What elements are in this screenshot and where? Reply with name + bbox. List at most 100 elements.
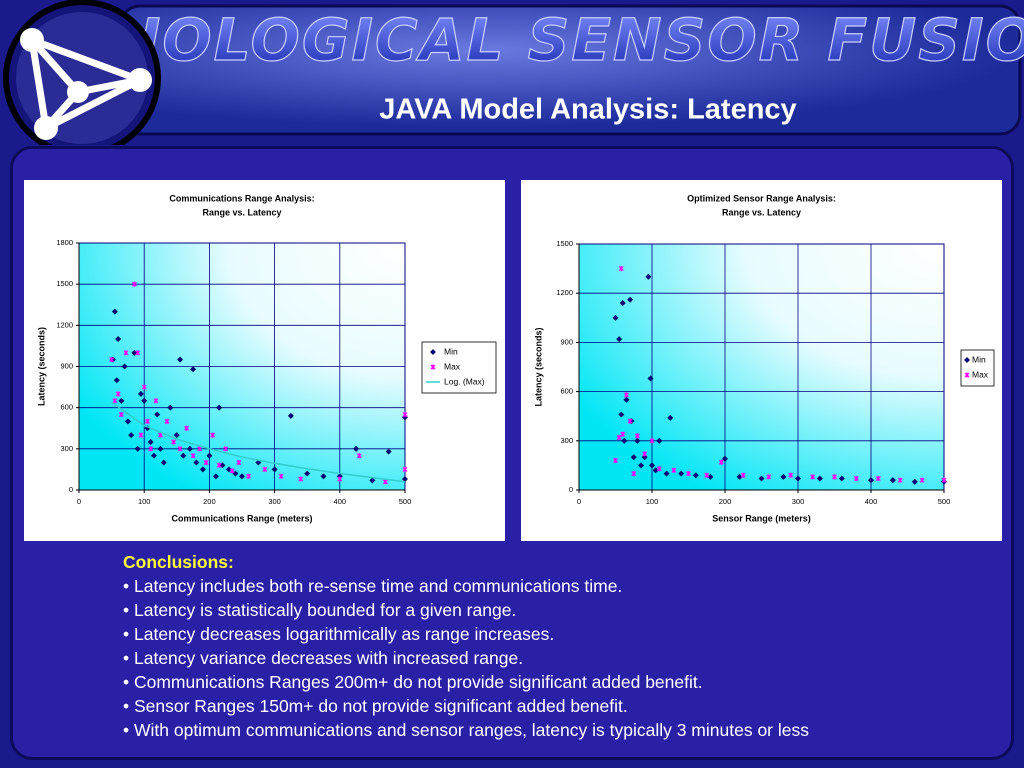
point [124,418,131,425]
y-tick-label: 0 [69,485,73,494]
point [203,460,209,466]
point [193,459,200,466]
point [262,466,268,472]
point [616,336,623,343]
point [137,390,144,397]
point [810,474,816,480]
point [634,437,641,444]
x-tick-label: 100 [138,497,151,506]
point [897,477,903,483]
point [356,453,362,459]
legend-swatch [964,372,970,378]
point [656,466,662,472]
slide-title: JAVA Model Analysis: Latency [379,94,796,126]
point [278,473,284,479]
point [718,459,724,465]
x-tick-label: 0 [577,497,581,506]
point [627,418,633,424]
legend-box [960,349,995,387]
point [177,356,184,363]
y-tick-label: 1200 [556,288,573,297]
point [212,473,219,480]
x-axis-label: Sensor Range (meters) [712,513,811,523]
point [304,470,311,477]
x-tick-label: 100 [646,497,659,506]
point [177,446,183,452]
point [385,448,392,455]
x-tick-label: 500 [938,497,951,506]
conclusion-bullet: • Latency is statistically bounded for a… [123,600,517,620]
y-tick-label: 300 [560,436,573,445]
point [382,479,388,485]
point [648,462,656,469]
point [721,455,729,462]
x-tick-label: 400 [865,497,878,506]
point [320,473,327,480]
point [402,466,408,472]
point [147,438,154,445]
y-tick-label: 600 [60,403,73,412]
point [867,477,875,484]
point [620,431,626,437]
point [656,437,663,444]
point [692,472,699,479]
point [623,392,629,398]
point [123,350,129,356]
point [889,477,896,484]
point [271,466,278,473]
point [630,454,637,461]
y-tick-label: 1800 [56,238,73,247]
point [337,476,343,482]
legend-label: Max [972,369,989,379]
point [186,445,193,452]
point [160,459,167,466]
point [138,432,144,438]
point [401,476,409,483]
conclusion-bullet: • Latency includes both re-sense time an… [123,576,623,596]
y-tick-label: 300 [60,444,73,453]
point [173,432,180,439]
point [941,477,947,483]
trend-line [111,401,406,483]
point [115,391,121,397]
point [135,350,141,356]
chart-title: Communications Range Analysis: [169,193,314,203]
point [153,398,159,404]
point [199,466,206,473]
conclusion-bullet: • Sensor Ranges 150m+ do not provide sig… [123,696,628,716]
conclusion-bullet: • Latency decreases logarithmically as r… [123,624,555,644]
point [131,281,137,287]
point [875,476,881,482]
point [663,470,670,477]
point [134,445,141,452]
point [402,412,408,418]
x-tick-label: 400 [334,497,347,506]
x-tick-label: 200 [203,497,216,506]
point [634,433,640,439]
point [115,336,122,343]
point [619,300,626,307]
point [704,472,710,478]
x-tick-label: 500 [399,497,412,506]
legend-swatch [963,356,971,364]
x-tick-label: 0 [77,497,81,506]
legend: Min Max Log. (Max) [421,341,497,394]
point [780,473,787,480]
chart-panel: Communications Range Analysis: Range vs. … [24,180,505,541]
point [216,462,222,468]
chart-title: Optimized Sensor Range Analysis: [687,193,836,203]
point [641,454,648,461]
y-tick-label: 1200 [56,320,73,329]
point [647,375,654,382]
y-tick-label: 1500 [556,239,573,248]
legend-label: Min [444,346,458,356]
y-tick-label: 1500 [56,279,73,288]
point [145,418,150,424]
point [766,474,772,480]
point [118,412,124,418]
point [623,396,630,403]
point [190,453,196,459]
point [612,314,619,321]
point [287,412,294,419]
x-tick-label: 300 [792,497,805,506]
